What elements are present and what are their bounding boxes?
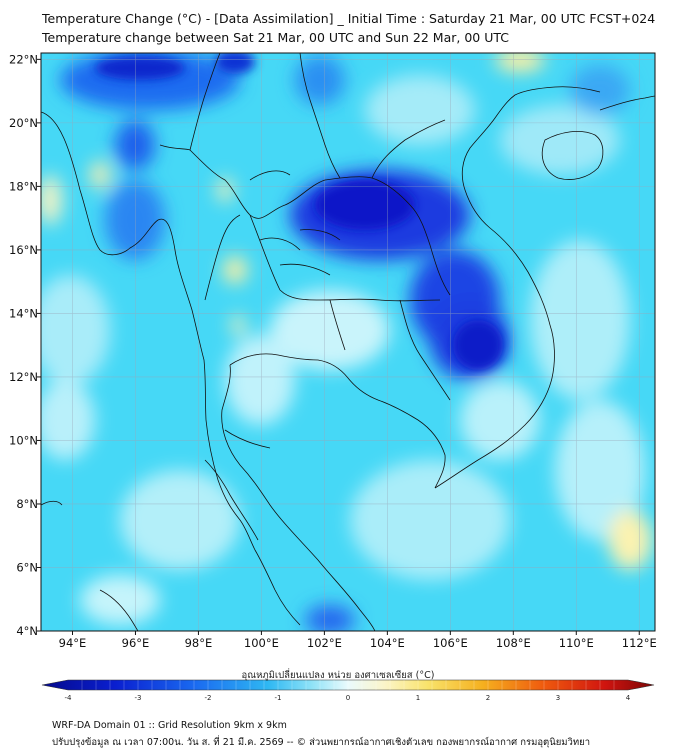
colorbar-tick-label: -3	[135, 694, 142, 702]
longitude-tick-label: 112°E	[622, 636, 657, 650]
colorbar-tick-label: -1	[275, 694, 282, 702]
longitude-tick-label: 96°E	[122, 636, 150, 650]
longitude-tick-label: 102°E	[307, 636, 342, 650]
colorbar-tick-label: -2	[205, 694, 212, 702]
colorbar-tick-label: 4	[626, 694, 631, 702]
colorbar-tick-label: 1	[416, 694, 420, 702]
latitude-tick-label: 16°N	[9, 243, 38, 257]
longitude-tick-label: 104°E	[370, 636, 405, 650]
longitude-tick-label: 98°E	[185, 636, 213, 650]
latitude-tick-label: 10°N	[9, 433, 38, 447]
map-title-line-1: Temperature Change (°C) - [Data Assimila…	[42, 11, 656, 26]
longitude-tick-label: 106°E	[433, 636, 468, 650]
longitude-tick-label: 108°E	[496, 636, 531, 650]
footer-update-info: ปรับปรุงข้อมูล ณ เวลา 07:00น. วัน ส. ที่…	[52, 737, 591, 748]
latitude-tick-label: 12°N	[9, 370, 38, 384]
temperature-field	[41, 53, 655, 631]
coastlines-and-borders	[41, 53, 655, 631]
map-frame	[40, 52, 656, 632]
longitude-tick-label: 100°E	[244, 636, 279, 650]
latitude-tick-label: 14°N	[9, 306, 38, 320]
longitude-tick-label: 110°E	[559, 636, 594, 650]
latitude-tick-label: 18°N	[9, 179, 38, 193]
latitude-tick-label: 22°N	[9, 52, 38, 66]
latitude-axis: 4°N 6°N 8°N 10°N 12°N 14°N 16°N 18°N 20°N 22°N	[9, 52, 41, 638]
colorbar: -4 -3 -2 -1 0 1 2 3 4	[41, 679, 655, 702]
colorbar-tick-label: 0	[346, 694, 350, 702]
latitude-tick-label: 6°N	[16, 560, 38, 574]
colorbar-tick-label: 2	[486, 694, 490, 702]
colorbar-tick-label: 3	[556, 694, 560, 702]
longitude-axis: 94°E 96°E 98°E 100°E 102°E 104°E 106°E 108°E 110…	[59, 631, 657, 650]
map-title-line-2: Temperature change between Sat 21 Mar, 0…	[42, 30, 509, 45]
colorbar-tick-label: -4	[65, 694, 73, 702]
latitude-tick-label: 8°N	[16, 497, 38, 511]
colorbar-title: อุณหภูมิเปลี่ยนแปลง หน่วย องศาเซลเซียส (…	[241, 670, 435, 681]
latitude-tick-label: 4°N	[16, 624, 38, 638]
latitude-tick-label: 20°N	[9, 116, 38, 130]
footer-model-info: WRF-DA Domain 01 :: Grid Resolution 9km …	[52, 720, 287, 731]
longitude-tick-label: 94°E	[59, 636, 87, 650]
colorbar-ticks: -4 -3 -2 -1 0 1 2 3 4	[65, 680, 631, 702]
